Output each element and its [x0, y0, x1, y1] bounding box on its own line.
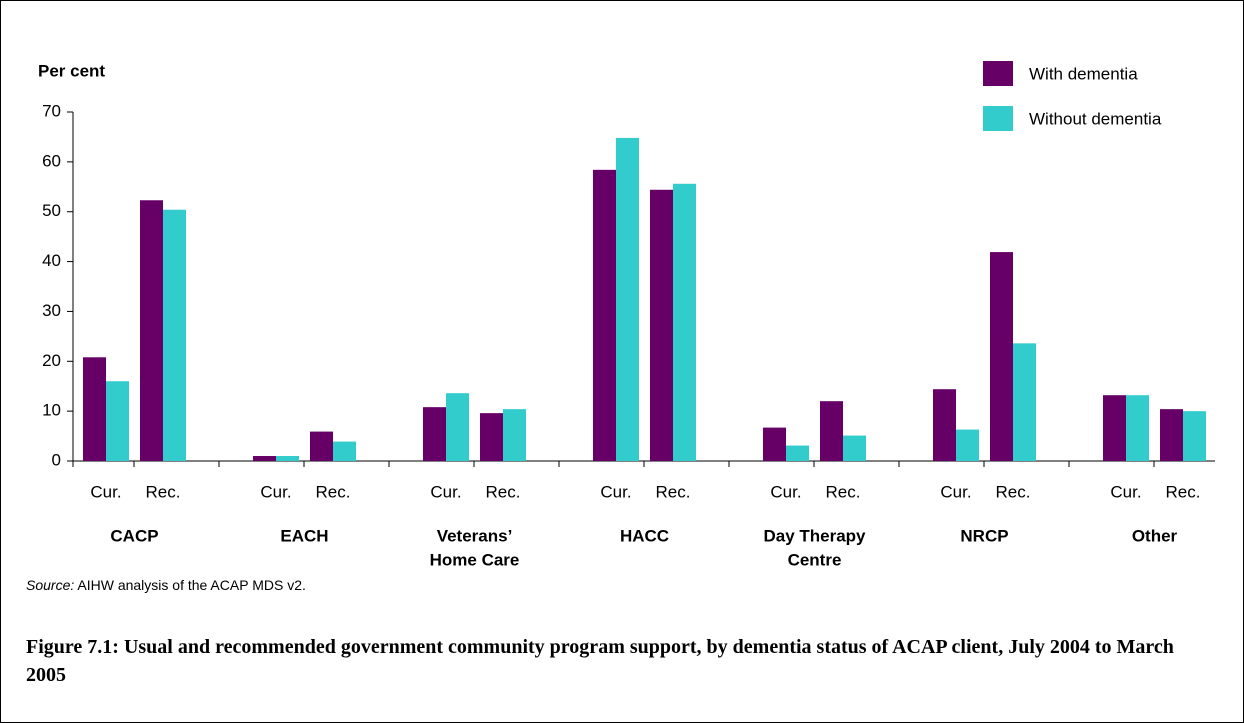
x-tick-label: Rec.	[826, 482, 861, 501]
x-tick-label: Rec.	[316, 482, 351, 501]
y-tick-label: 10	[42, 401, 61, 420]
bar	[253, 456, 276, 461]
bar	[593, 169, 616, 461]
x-tick-label: Rec.	[146, 482, 181, 501]
bar	[650, 189, 673, 461]
bar	[1126, 395, 1149, 461]
y-tick-label: 60	[42, 151, 61, 170]
bar	[163, 209, 186, 461]
y-tick-label: 70	[42, 101, 61, 120]
y-tick-label: 30	[42, 301, 61, 320]
bar	[1013, 343, 1036, 461]
source-label: Source:	[26, 577, 75, 593]
bar	[310, 431, 333, 461]
bar	[1183, 411, 1206, 461]
legend-label: Without dementia	[1029, 109, 1162, 128]
x-tick-label: Cur.	[430, 482, 461, 501]
x-tick-label: Cur.	[770, 482, 801, 501]
bar	[616, 137, 639, 461]
bar	[333, 441, 356, 461]
bar	[106, 381, 129, 461]
legend-label: With dementia	[1029, 64, 1138, 83]
bar	[820, 401, 843, 461]
x-tick-label: Cur.	[90, 482, 121, 501]
figure-caption: Figure 7.1: Usual and recommended govern…	[26, 636, 1174, 686]
bar	[446, 393, 469, 461]
x-tick-label: Cur.	[1110, 482, 1141, 501]
bar	[786, 445, 809, 461]
group-label: Veterans’	[437, 526, 513, 545]
group-label: Day Therapy	[763, 526, 866, 545]
group-label: NRCP	[960, 526, 1008, 545]
y-tick-label: 50	[42, 201, 61, 220]
x-tick-label: Rec.	[996, 482, 1031, 501]
bar	[843, 435, 866, 461]
x-tick-label: Cur.	[940, 482, 971, 501]
group-label: Other	[1132, 526, 1178, 545]
group-label: Centre	[788, 550, 842, 569]
bar	[990, 252, 1013, 461]
legend-swatch	[983, 61, 1013, 86]
bar	[763, 427, 786, 461]
bar	[140, 200, 163, 462]
chart: Per cent 0 10 20 30 40 50 60 70 Cur. Rec. Cur. Rec.…	[38, 61, 1215, 569]
bar	[276, 456, 299, 461]
x-tick-label: Cur.	[600, 482, 631, 501]
bar	[83, 357, 106, 461]
bar	[423, 407, 446, 461]
y-tick-label: 20	[42, 351, 61, 370]
y-axis-label: Per cent	[38, 61, 105, 80]
source-note: Source: AIHW analysis of the ACAP MDS v2…	[26, 577, 306, 593]
source-text: AIHW analysis of the ACAP MDS v2.	[77, 577, 306, 593]
bar	[480, 413, 503, 461]
x-tick-label: Rec.	[1166, 482, 1201, 501]
bar	[1103, 395, 1126, 461]
bar	[956, 429, 979, 461]
x-tick-label: Cur.	[260, 482, 291, 501]
bar	[503, 409, 526, 461]
group-label: CACP	[110, 526, 158, 545]
group-label: Home Care	[430, 550, 520, 569]
x-tick-label: Rec.	[486, 482, 521, 501]
legend-swatch	[983, 106, 1013, 131]
bar	[933, 389, 956, 461]
bar	[673, 183, 696, 461]
group-label: EACH	[280, 526, 328, 545]
y-tick-label: 0	[52, 450, 61, 469]
bar	[1160, 409, 1183, 461]
group-label: HACC	[620, 526, 669, 545]
x-tick-label: Rec.	[656, 482, 691, 501]
y-tick-label: 40	[42, 251, 61, 270]
